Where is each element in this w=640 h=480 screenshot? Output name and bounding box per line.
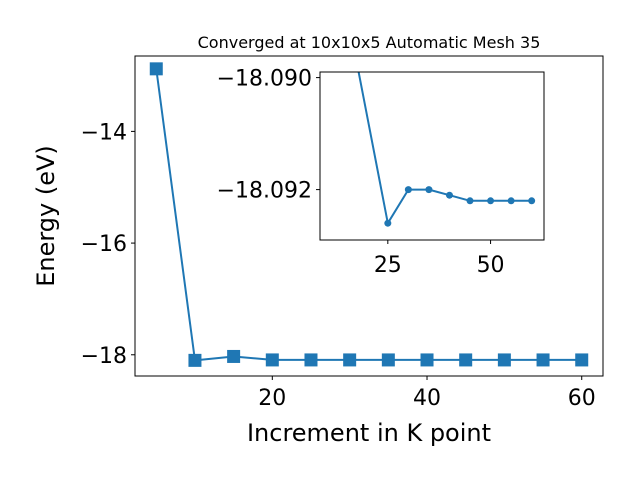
main-plot-area [149, 62, 589, 367]
x-axis-label: Increment in K point [247, 419, 491, 447]
main-data-point [497, 353, 511, 367]
inset-plot-area [357, 72, 536, 227]
inset-series-group [357, 72, 536, 227]
main-y-ticks: −14 −16 −18 [81, 120, 135, 369]
main-data-point [265, 353, 279, 367]
inset-y-tick-label: −18.092 [217, 179, 312, 204]
main-axes-frame [134, 55, 604, 377]
inset-data-point [528, 197, 536, 205]
main-y-tick-label: −16 [81, 232, 127, 257]
main-data-point [420, 353, 434, 367]
main-series-group [149, 62, 589, 367]
main-y-tick-label: −18 [81, 344, 127, 369]
inset-data-point [384, 219, 392, 227]
y-axis-label: Energy (eV) [32, 145, 60, 287]
inset-y-tick-label: −18.090 [217, 67, 312, 92]
inset-x-ticks: 25 50 [374, 240, 505, 278]
inset-x-tick-label: 25 [374, 253, 402, 278]
main-data-point [227, 349, 241, 363]
inset-x-tick-label: 50 [477, 253, 505, 278]
main-data-point [188, 353, 202, 367]
main-axes: Converged at 10x10x5 Automatic Mesh 35 2… [32, 33, 604, 447]
main-data-point [149, 62, 163, 76]
main-data-point [381, 353, 395, 367]
inset-data-point [507, 197, 515, 205]
inset-data-point [466, 197, 474, 205]
chart-title: Converged at 10x10x5 Automatic Mesh 35 [198, 33, 541, 52]
inset-data-point [487, 197, 495, 205]
inset-axes: 25 50 −18.092 −18.090 [217, 67, 545, 278]
inset-axes-frame [319, 71, 545, 241]
main-x-tick-label: 20 [258, 386, 286, 411]
inset-data-point [404, 186, 412, 194]
main-x-tick-label: 60 [568, 386, 596, 411]
inset-data-point [445, 191, 453, 199]
main-data-point [536, 353, 550, 367]
main-x-ticks: 20 40 60 [258, 376, 596, 411]
inset-background [320, 72, 544, 240]
main-data-point [575, 353, 589, 367]
inset-y-ticks: −18.092 −18.090 [217, 67, 320, 204]
main-data-point [304, 353, 318, 367]
main-data-point [343, 353, 357, 367]
main-data-point [459, 353, 473, 367]
main-x-tick-label: 40 [413, 386, 441, 411]
main-y-tick-label: −14 [81, 120, 127, 145]
inset-data-point [425, 186, 433, 194]
